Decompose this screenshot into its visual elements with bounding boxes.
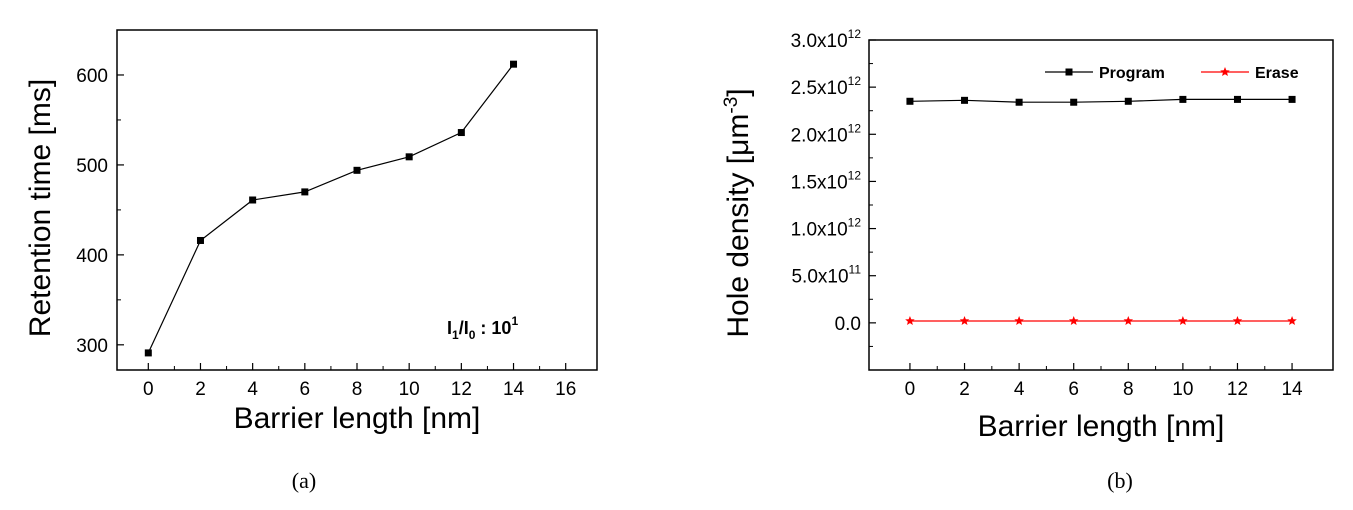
chart-b-y-tick-label: 1.0x1012 — [791, 216, 862, 241]
legend-label: Program — [1099, 65, 1165, 82]
ylabel-main: Hole density [ — [722, 155, 755, 337]
chart-b-x-tick-label: 6 — [1068, 379, 1079, 400]
chart-a-x-tick-label: 10 — [399, 379, 420, 400]
chart-b-legend: Program Erase — [1045, 65, 1299, 82]
chart-b-data-point-1 — [959, 315, 970, 326]
chart-b-data-point-0 — [1288, 95, 1296, 103]
chart-a-y-tick-label: 400 — [76, 246, 108, 267]
chart-a-y-tick-label: 500 — [76, 156, 108, 177]
chart-a-x-tick-label: 4 — [247, 379, 258, 400]
chart-a-y-tick-label: 300 — [76, 336, 108, 357]
chart-b-data-point-1 — [1014, 315, 1024, 326]
chart-b-y-axis-title: Hole density [μm-3] — [721, 88, 755, 337]
chart-a-data-point — [249, 196, 257, 204]
annot-i: I — [447, 318, 452, 338]
chart-b-x-tick-label: 12 — [1227, 379, 1248, 400]
chart-b-data-point-1 — [1232, 315, 1243, 326]
legend-swatch-marker — [1220, 67, 1230, 77]
chart-a-x-tick-label: 2 — [195, 379, 206, 400]
chart-b-series-line-0 — [909, 98, 1293, 103]
chart-a-x-tick-label: 8 — [352, 379, 363, 400]
chart-a-data-point — [196, 236, 204, 244]
chart-a-data-point — [457, 129, 465, 137]
chart-a-y-tick-label: 600 — [76, 66, 108, 87]
chart-b-x-tick-label: 0 — [905, 379, 916, 400]
annot-sup: 1 — [511, 314, 518, 328]
chart-b-x-axis-title: Barrier length [nm] — [978, 410, 1225, 443]
chart-a-annotation: I1/I0 : 101 — [447, 314, 518, 342]
chart-a-data-point — [144, 349, 152, 357]
chart-a-series-line — [147, 63, 514, 354]
legend-label: Erase — [1255, 65, 1299, 82]
chart-b-data-point-0 — [1015, 98, 1023, 106]
chart-a-caption: (a) — [292, 468, 316, 493]
chart-b-data-point-0 — [1070, 98, 1078, 106]
chart-b-data-point-0 — [1233, 95, 1241, 103]
chart-b-y-tick-label: 1.5x1012 — [791, 168, 862, 193]
chart-b: 0 2 4 6 8 10 12 14 0.0 5.0x1011 1.0x1012 1.5x1012 2.… — [721, 27, 1334, 493]
chart-a-y-axis-title: Retention time [ms] — [24, 79, 57, 337]
ylabel-unit: m — [722, 114, 755, 139]
chart-b-ticks: 0 2 4 6 8 10 12 14 0.0 5.0x1011 1.0x1012 1.5x1012 2.… — [791, 27, 1303, 400]
chart-a-x-tick-label: 6 — [300, 379, 311, 400]
chart-a-x-tick-label: 0 — [143, 379, 154, 400]
chart-b-y-tick-label: 2.0x1012 — [791, 121, 862, 146]
chart-b-data-point-1 — [1178, 315, 1188, 326]
ylabel-close: ] — [722, 88, 755, 96]
chart-b-data-point-0 — [1179, 95, 1187, 103]
chart-a-data-point — [353, 166, 361, 174]
chart-a-frame — [116, 29, 598, 371]
chart-a-x-tick-label: 16 — [555, 379, 576, 400]
legend-swatch-marker — [1065, 68, 1073, 76]
chart-b-data-point-0 — [961, 96, 969, 104]
annot-slash: /I — [459, 318, 469, 338]
ylabel-mu: μ — [722, 139, 755, 156]
ylabel-exp: -3 — [721, 97, 742, 114]
chart-b-y-tick-label: 0.0 — [835, 314, 861, 335]
chart-b-data-point-0 — [906, 97, 914, 105]
chart-b-x-tick-label: 14 — [1281, 379, 1303, 400]
chart-b-data-point-1 — [905, 315, 915, 326]
chart-a-data-point — [510, 60, 518, 68]
chart-b-data-point-1 — [1287, 315, 1297, 326]
chart-a-x-axis-title: Barrier length [nm] — [234, 402, 481, 435]
chart-a-data-point — [405, 153, 413, 161]
chart-b-x-tick-label: 2 — [959, 379, 970, 400]
chart-b-y-tick-label: 2.5x1012 — [791, 74, 862, 99]
chart-a-data-point — [301, 188, 309, 196]
chart-b-y-tick-label: 5.0x1011 — [791, 263, 861, 288]
chart-b-y-tick-label: 3.0x1012 — [791, 27, 862, 52]
annot-sub1: 1 — [452, 328, 459, 342]
chart-b-series — [905, 95, 1297, 326]
chart-a-x-tick-label: 12 — [451, 379, 472, 400]
chart-b-x-tick-label: 8 — [1123, 379, 1134, 400]
chart-b-caption: (b) — [1107, 468, 1133, 493]
annot-colon: : 10 — [475, 318, 511, 338]
chart-b-x-tick-label: 4 — [1014, 379, 1025, 400]
chart-a-series — [144, 60, 518, 357]
chart-b-data-point-0 — [1124, 97, 1132, 105]
annot-sub0: 0 — [469, 328, 476, 342]
chart-a-x-tick-label: 14 — [503, 379, 525, 400]
chart-b-x-tick-label: 10 — [1172, 379, 1193, 400]
chart-b-data-point-1 — [1068, 315, 1079, 326]
chart-b-data-point-1 — [1123, 315, 1134, 326]
